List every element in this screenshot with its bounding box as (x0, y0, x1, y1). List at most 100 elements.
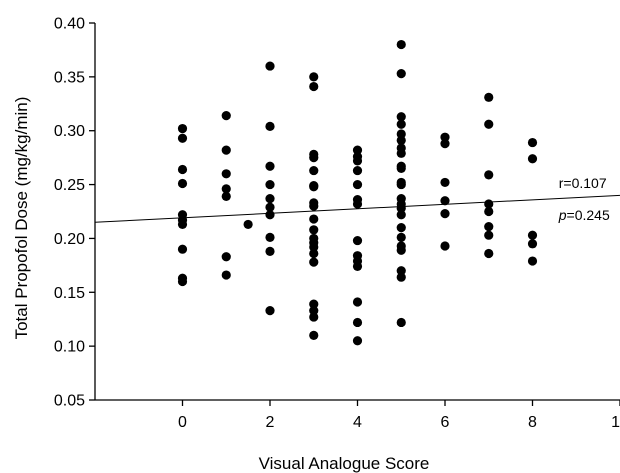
data-point (221, 184, 231, 194)
x-tick-label: 10 (611, 414, 620, 431)
data-point (352, 297, 363, 307)
data-point (265, 121, 275, 132)
data-point (484, 248, 494, 259)
data-point (177, 244, 188, 254)
data-point (396, 69, 406, 79)
data-point (221, 169, 231, 179)
annotations: r=0.107 p=0.245 (558, 175, 610, 223)
data-point (396, 317, 406, 328)
data-point (440, 209, 450, 219)
data-point (484, 230, 494, 240)
data-point (265, 210, 275, 220)
data-point (396, 203, 406, 213)
data-point (177, 178, 188, 189)
data-point (484, 119, 494, 129)
y-tick-label: 0.35 (54, 69, 85, 86)
data-point (440, 196, 450, 206)
y-tick-label: 0.20 (54, 231, 85, 248)
data-point (221, 145, 231, 155)
data-point (396, 148, 406, 158)
data-point (396, 245, 406, 255)
data-point (352, 179, 363, 190)
data-point (396, 272, 406, 282)
y-tick-label: 0.25 (54, 177, 85, 194)
data-point (177, 219, 188, 230)
data-point (396, 210, 406, 220)
data-point (265, 179, 275, 190)
data-point (484, 170, 494, 180)
x-tick-label: 0 (178, 414, 187, 431)
data-point (309, 257, 319, 267)
data-point (440, 177, 450, 188)
data-point (265, 246, 275, 256)
r-value-annotation: r=0.107 (559, 175, 607, 191)
data-point (309, 299, 319, 309)
data-point (352, 145, 363, 155)
data-point (352, 235, 363, 246)
tick-labels: 0.05 0.10 0.15 0.20 0.25 0.30 0.35 0.40 0 2 4 6 8 10 (54, 16, 620, 432)
data-point (177, 133, 188, 143)
data-point (396, 112, 406, 122)
y-tick-label: 0.15 (54, 285, 85, 302)
data-point (309, 312, 319, 322)
data-point (221, 270, 231, 280)
data-point (396, 179, 406, 190)
p-letter: p (558, 207, 567, 223)
data-point (527, 230, 538, 240)
data-point (265, 61, 275, 71)
data-point (309, 225, 319, 235)
data-point (177, 164, 188, 175)
data-point (309, 330, 319, 340)
data-point (440, 132, 450, 142)
axes (89, 22, 620, 406)
data-point (527, 154, 538, 164)
data-point (484, 92, 494, 102)
x-tick-label: 2 (266, 414, 275, 431)
x-tick-label: 4 (353, 414, 362, 431)
data-point (309, 72, 319, 82)
p-value-text: =0.245 (567, 207, 610, 223)
data-point (221, 111, 231, 121)
data-point (177, 276, 188, 287)
data-point (177, 123, 188, 134)
data-point (265, 193, 275, 204)
data-point (484, 199, 494, 209)
data-point (527, 256, 538, 266)
data-point (396, 232, 406, 242)
y-tick-label: 0.30 (54, 123, 85, 140)
data-point (352, 261, 363, 272)
data-point (396, 135, 406, 146)
data-point (352, 317, 363, 328)
data-point (265, 232, 275, 242)
data-point (352, 165, 363, 176)
p-value-annotation: p=0.245 (558, 207, 610, 223)
data-point (265, 161, 275, 171)
data-point (527, 137, 538, 148)
data-point (309, 81, 319, 92)
data-points (177, 39, 538, 346)
data-point (396, 129, 406, 139)
data-point (309, 153, 319, 163)
x-tick-label: 6 (441, 414, 450, 431)
data-point (309, 182, 319, 192)
data-point (352, 156, 363, 166)
data-point (440, 139, 450, 149)
x-tick-label: 8 (528, 414, 537, 431)
data-point (221, 191, 231, 202)
y-tick-label: 0.05 (54, 393, 85, 410)
data-point (396, 163, 406, 174)
data-point (352, 336, 363, 346)
data-point (396, 39, 406, 50)
data-point (440, 241, 450, 251)
data-point (396, 223, 406, 233)
data-point (309, 201, 319, 211)
data-point (309, 305, 319, 316)
data-point (309, 214, 319, 224)
data-point (309, 248, 319, 259)
data-point (243, 219, 253, 230)
data-point (484, 206, 494, 217)
x-axis-label: Visual Analogue Score (259, 454, 430, 473)
data-point (265, 202, 275, 212)
y-axis-label: Total Propofol Dose (mg/kg/min) (12, 97, 31, 340)
